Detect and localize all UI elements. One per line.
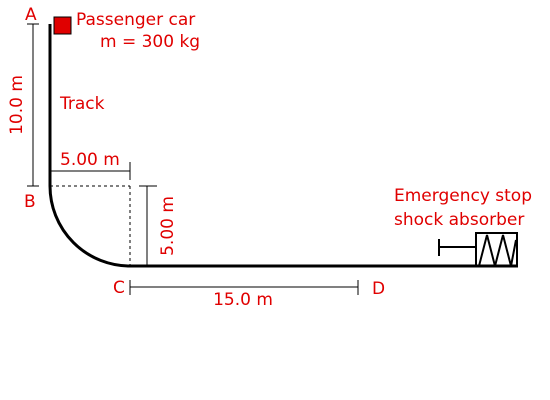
car-name-label: Passenger car: [76, 10, 195, 30]
flat-dimension-line: [129, 280, 359, 295]
absorber-housing: [475, 232, 518, 267]
track-label: Track: [59, 94, 105, 114]
absorber-spring: [478, 234, 517, 267]
vertical-drop-label: 10.0 m: [7, 75, 27, 135]
absorber-label-line1: Emergency stop: [394, 186, 532, 206]
absorber-label-line2: shock absorber: [394, 210, 524, 230]
point-c-label: C: [113, 278, 125, 298]
passenger-car: [53, 16, 72, 35]
car-mass-label: m = 300 kg: [100, 32, 200, 52]
flat-segment-label: 15.0 m: [213, 290, 273, 310]
vertical-dimension-line: [27, 23, 39, 187]
point-d-label: D: [372, 279, 385, 299]
point-b-label: B: [24, 192, 36, 212]
curve-vertical-label: 5.00 m: [158, 196, 178, 256]
point-a-label: A: [25, 5, 37, 25]
track: [48, 24, 518, 268]
curve-horizontal-dimension-line: [50, 162, 131, 180]
curve-horizontal-label: 5.00 m: [60, 150, 120, 170]
dashed-construction-lines: [50, 185, 131, 266]
shock-absorber: [438, 232, 518, 267]
curve-vertical-dimension-line: [139, 185, 157, 266]
